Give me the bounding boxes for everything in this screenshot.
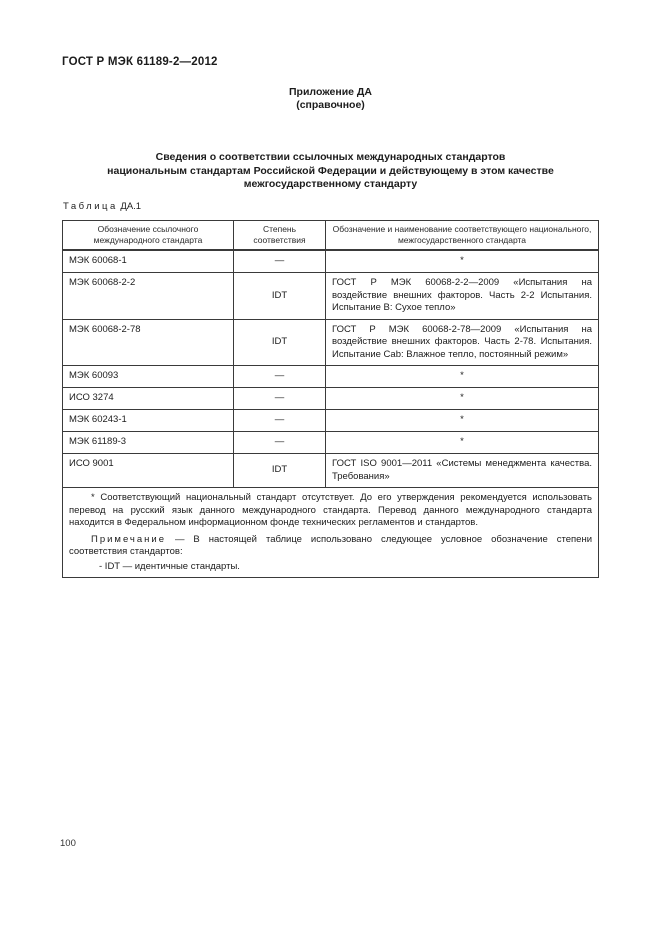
doc-number: ГОСТ Р МЭК 61189-2—2012	[62, 56, 218, 68]
table-row: МЭК 60243-1 — *	[62, 409, 599, 432]
header-degree: Степень соответствия	[233, 220, 326, 251]
table-row: МЭК 60068-1 — *	[62, 249, 599, 273]
table-row: МЭК 60068-2-78 IDT ГОСТ Р МЭК 60068-2-78…	[62, 318, 599, 366]
ref-standard-cell: МЭК 60243-1	[62, 409, 234, 432]
ref-standard-cell: ИСО 3274	[62, 387, 234, 410]
degree-cell: —	[233, 409, 326, 432]
national-standard-cell: *	[325, 387, 599, 410]
appendix-heading: Приложение ДА (справочное)	[0, 86, 661, 112]
ref-standard-cell: МЭК 61189-3	[62, 431, 234, 454]
note-label: Примечание	[91, 533, 166, 545]
degree-cell: —	[233, 365, 326, 388]
ref-standard-cell: МЭК 60068-2-2	[62, 272, 234, 320]
appendix-type: (справочное)	[296, 99, 365, 111]
ref-standard-cell: ИСО 9001	[62, 453, 234, 488]
table-row: МЭК 61189-3 — *	[62, 431, 599, 454]
table-row: МЭК 60093 — *	[62, 365, 599, 388]
table-caption-word: Таблица	[63, 201, 118, 212]
title-line: национальным стандартам Российской Федер…	[107, 164, 554, 177]
footnote-cell: * Соответствующий национальный стандарт …	[62, 487, 599, 578]
correspondence-table: Обозначение ссылочного международного ст…	[62, 220, 599, 578]
national-standard-cell: ГОСТ Р МЭК 60068-2-2—2009 «Испытания на …	[325, 272, 599, 320]
section-title: Сведения о соответствии ссылочных междун…	[0, 151, 661, 192]
degree-cell: —	[233, 431, 326, 454]
ref-standard-cell: МЭК 60093	[62, 365, 234, 388]
title-line: Сведения о соответствии ссылочных междун…	[155, 151, 506, 163]
note-text: — В настоящей таблице использовано следу…	[69, 533, 592, 558]
table-row: ИСО 3274 — *	[62, 387, 599, 410]
ref-standard-cell: МЭК 60068-2-78	[62, 318, 234, 366]
national-standard-cell: *	[325, 431, 599, 454]
national-standard-cell: *	[325, 409, 599, 432]
national-standard-cell: *	[325, 365, 599, 388]
table-footnote-row: * Соответствующий национальный стандарт …	[62, 487, 599, 578]
table-caption-number: ДА.1	[120, 201, 142, 212]
degree-cell: —	[233, 387, 326, 410]
table-row: МЭК 60068-2-2 IDT ГОСТ Р МЭК 60068-2-2—2…	[62, 272, 599, 320]
footnote-asterisk-text: * Соответствующий национальный стандарт …	[69, 492, 592, 528]
header-national-standard: Обозначение и наименование соответствующ…	[325, 220, 599, 251]
table-caption: Таблица ДА.1	[63, 201, 141, 212]
appendix-label: Приложение ДА	[289, 86, 372, 98]
table-header-row: Обозначение ссылочного международного ст…	[62, 220, 599, 251]
ref-standard-cell: МЭК 60068-1	[62, 249, 234, 273]
degree-cell: IDT	[233, 318, 326, 366]
note-item: - IDT — идентичные стандарты.	[99, 560, 240, 572]
footnote-note: Примечание — В настоящей таблице использ…	[69, 534, 592, 559]
national-standard-cell: ГОСТ Р МЭК 60068-2-78—2009 «Испытания на…	[325, 318, 599, 366]
page-number: 100	[60, 838, 76, 849]
degree-cell: —	[233, 249, 326, 273]
degree-cell: IDT	[233, 453, 326, 488]
national-standard-cell: ГОСТ ISO 9001—2011 «Системы менеджмента …	[325, 453, 599, 488]
national-standard-cell: *	[325, 249, 599, 273]
table-row: ИСО 9001 IDT ГОСТ ISO 9001—2011 «Системы…	[62, 453, 599, 488]
title-line: межгосударственному стандарту	[243, 178, 418, 190]
degree-cell: IDT	[233, 272, 326, 320]
header-ref-standard: Обозначение ссылочного международного ст…	[62, 220, 234, 251]
